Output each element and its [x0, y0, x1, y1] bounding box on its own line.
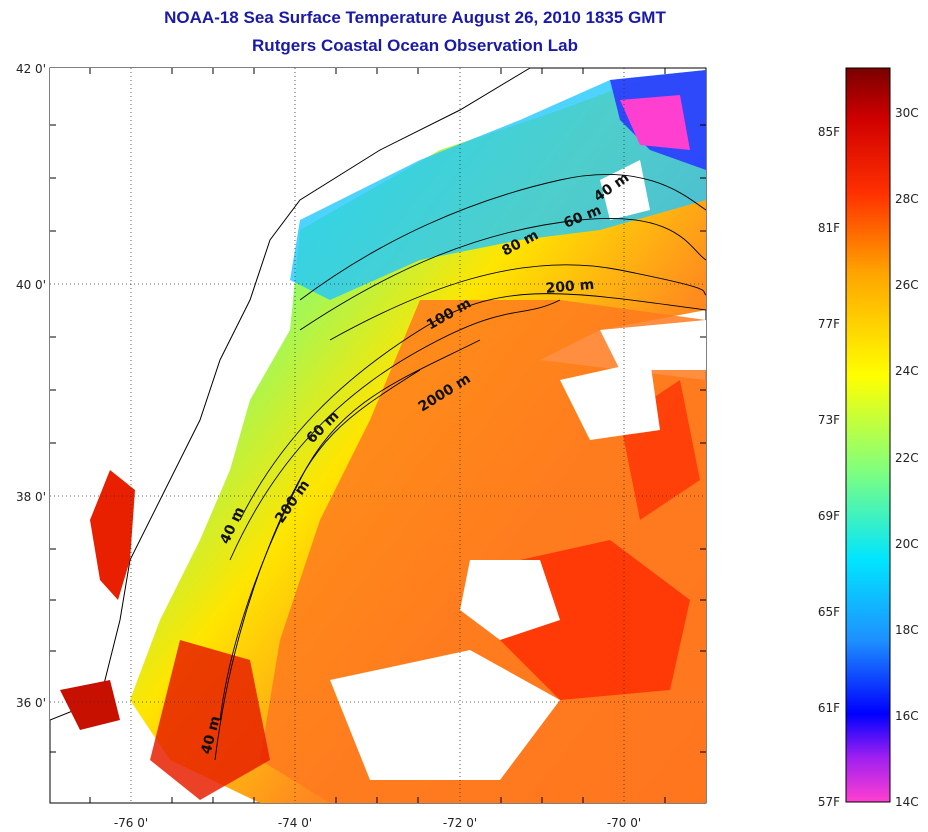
coastline	[50, 68, 531, 721]
colorbar-f-label: 61F	[818, 701, 840, 715]
colorbar-c-label: 14C	[895, 795, 919, 809]
axis-ticks	[50, 68, 706, 803]
lon-label: -70 0'	[607, 816, 641, 830]
bathymetry-contours	[214, 174, 706, 761]
colorbar-c-label: 22C	[895, 451, 919, 465]
colorbar-f-label: 65F	[818, 605, 840, 619]
colorbar-f-label: 81F	[818, 221, 840, 235]
colorbar-f-label: 57F	[818, 795, 840, 809]
chesapeake-bay	[90, 470, 135, 600]
cloud-gap	[560, 360, 660, 440]
colorbar-c-labels: 30C 28C 26C 24C 22C 20C 18C 16C 14C	[895, 106, 919, 809]
colorbar-c-label: 28C	[895, 192, 919, 206]
lat-label: 40 0'	[16, 278, 46, 292]
lon-label: -72 0'	[443, 816, 477, 830]
sst-cold-patch	[620, 95, 690, 150]
colorbar-f-label: 77F	[818, 317, 840, 331]
cloud-gap	[330, 650, 560, 780]
map-title: NOAA-18 Sea Surface Temperature August 2…	[164, 8, 666, 27]
sst-cool-shelf	[290, 70, 706, 300]
colorbar-c-label: 30C	[895, 106, 919, 120]
pamlico-sound	[60, 680, 120, 730]
lat-label: 42 0'	[16, 62, 46, 76]
lon-label: -74 0'	[278, 816, 312, 830]
colorbar-c-label: 18C	[895, 623, 919, 637]
colorbar-c-label: 26C	[895, 278, 919, 292]
colorbar-f-label: 73F	[818, 413, 840, 427]
lat-label: 36 0'	[16, 696, 46, 710]
cloud-gap	[460, 560, 560, 640]
land-area	[50, 68, 530, 720]
colorbar-f-label: 85F	[818, 125, 840, 139]
colorbar-f-labels: 85F 81F 77F 73F 69F 65F 61F 57F	[818, 125, 840, 809]
cloud-gap	[600, 320, 706, 370]
colorbar-c-label: 16C	[895, 709, 919, 723]
lat-label: 38 0'	[16, 490, 46, 504]
contour-label: 200 m	[545, 277, 595, 297]
sst-field: 40 m 60 m 80 m 200 m 100 m 2000 m 60 m 2…	[50, 68, 706, 803]
sst-red-patch	[150, 640, 270, 800]
colorbar	[845, 67, 891, 803]
colorbar-c-label: 24C	[895, 364, 919, 378]
colorbar-f-label: 69F	[818, 509, 840, 523]
sst-red-patch	[500, 540, 690, 700]
lon-label: -76 0'	[114, 816, 148, 830]
map-subtitle: Rutgers Coastal Ocean Observation Lab	[252, 36, 578, 55]
graticule	[50, 68, 706, 803]
colorbar-c-label: 20C	[895, 537, 919, 551]
